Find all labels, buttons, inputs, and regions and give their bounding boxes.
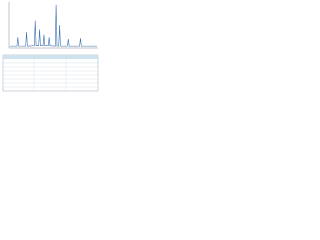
- table-rules: [3, 55, 98, 91]
- table-header: [3, 55, 98, 59]
- figure: [2, 2, 99, 92]
- page: (() => { const data = JSON.parse(documen…: [0, 0, 320, 92]
- table-frame: [2, 54, 99, 92]
- table: [2, 54, 99, 92]
- trace: [10, 4, 97, 47]
- axes: [8, 2, 98, 49]
